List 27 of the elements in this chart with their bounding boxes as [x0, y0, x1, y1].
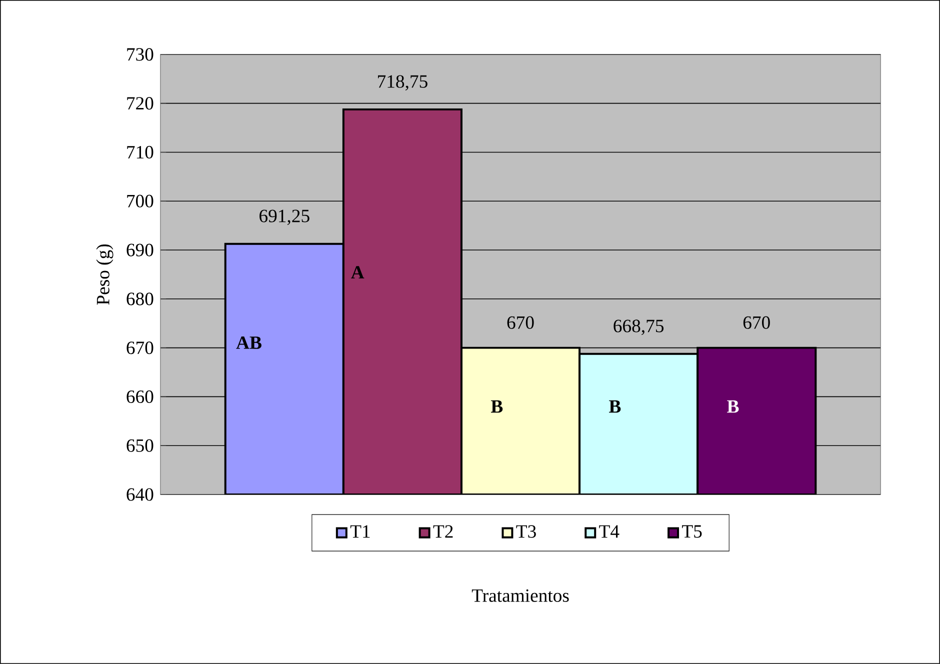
y-tick-label: 650 — [126, 439, 154, 452]
annotation: A — [351, 266, 364, 278]
y-tick-label: 640 — [126, 488, 154, 501]
legend-label: T4 — [599, 525, 620, 538]
data-label: 668,75 — [614, 320, 664, 336]
data-label: 670 — [507, 316, 534, 329]
y-axis-title: Peso (g) — [96, 244, 114, 305]
x-axis-title: Tratamientos — [472, 589, 569, 602]
legend-label: T5 — [682, 525, 702, 538]
annotation: B — [490, 400, 503, 413]
legend-label: T1 — [350, 525, 370, 538]
y-tick-label: 710 — [127, 146, 154, 159]
legend-label: T2 — [433, 525, 453, 538]
annotation: B — [609, 400, 621, 413]
annotation: B — [727, 400, 739, 413]
y-tick-label: 730 — [127, 48, 154, 61]
data-label: 718,75 — [378, 75, 428, 91]
y-tick-label: 670 — [126, 342, 154, 354]
data-label: 691,25 — [260, 210, 310, 225]
y-tick-label: 660 — [126, 390, 154, 404]
y-tick-label: 690 — [126, 244, 154, 256]
annotation: AB — [236, 336, 262, 349]
legend-label: T3 — [516, 525, 536, 538]
y-tick-label: 700 — [127, 194, 154, 208]
data-label: 670 — [743, 316, 770, 329]
y-tick-label: 680 — [126, 292, 154, 306]
y-tick-label: 720 — [127, 97, 154, 110]
